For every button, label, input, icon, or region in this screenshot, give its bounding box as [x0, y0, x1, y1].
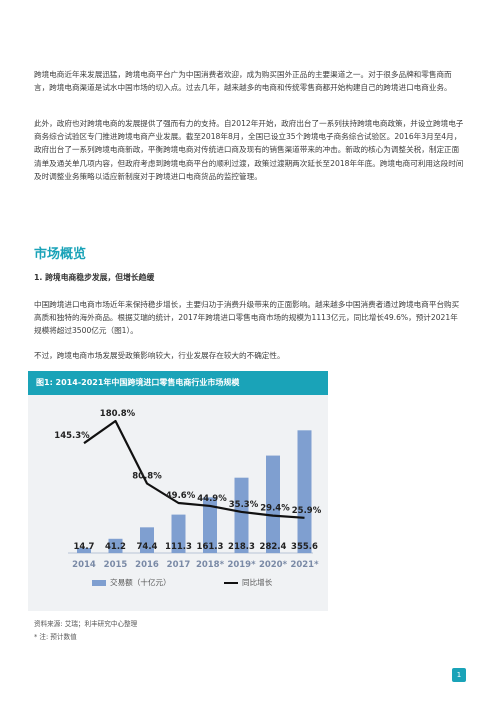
legend-bar-swatch — [92, 580, 106, 586]
policy-paragraph: 此外，政府也对跨境电商的发展提供了强而有力的支持。自2012年开始，政府出台了一… — [34, 119, 464, 181]
growth-label-2019*: 35.3% — [229, 500, 259, 510]
page-number: 1 — [452, 668, 466, 682]
bar-value-2015: 41.2 — [105, 542, 126, 552]
growth-label-2016: 80.8% — [132, 472, 162, 482]
growth-label-2018*: 44.9% — [197, 494, 227, 504]
x-tick-2014: 2014 — [72, 560, 96, 570]
bar-2014 — [77, 547, 91, 553]
x-tick-2020*: 2020* — [259, 560, 288, 570]
bar-2015 — [108, 538, 123, 553]
bar-value-2020*: 282.4 — [260, 542, 287, 552]
growth-label-2015: 180.8% — [100, 409, 136, 419]
x-tick-2015: 2015 — [104, 560, 128, 570]
chart-source: 资料来源: 艾瑞；利丰研究中心整理 — [34, 620, 138, 628]
chart-legend: 交易额（十亿元） 同比增长 — [28, 576, 328, 590]
legend-line-swatch — [224, 582, 238, 584]
bar-value-2019*: 218.3 — [228, 542, 255, 552]
x-tick-2021*: 2021* — [290, 560, 319, 570]
growth-label-2021*: 25.9% — [292, 506, 322, 516]
bar-value-2016: 74.4 — [137, 542, 158, 552]
legend-line-label: 同比增长 — [242, 578, 273, 587]
chart-title: 图1: 2014-2021年中国跨境进口零售电商行业市场规模 — [36, 378, 240, 387]
bar-2016 — [140, 527, 154, 553]
intro-paragraph: 跨境电商近年来发展迅猛，跨境电商平台广为中国消费者欢迎，成为购买国外正品的主要渠… — [34, 70, 452, 93]
x-tick-2017: 2017 — [167, 560, 191, 570]
section-title: 市场概览 — [34, 247, 87, 262]
chart-note: * 注: 预计数值 — [34, 633, 77, 641]
bar-value-2014: 14.7 — [74, 542, 95, 552]
bar-2018* — [203, 497, 217, 553]
growth-line — [83, 419, 305, 519]
market-paragraph: 中国跨境进口电商市场近年来保持稳步增长，主要归功于消费升级带来的正面影响。越来越… — [34, 300, 460, 336]
growth-label-2017: 49.6% — [166, 491, 196, 501]
growth-label-2014: 145.3% — [54, 431, 90, 441]
chart-header: 图1: 2014-2021年中国跨境进口零售电商行业市场规模 — [28, 371, 328, 395]
x-tick-2019*: 2019* — [227, 560, 256, 570]
chart-figure: 图1: 2014-2021年中国跨境进口零售电商行业市场规模 145.3% 180… — [28, 371, 328, 611]
growth-label-2020*: 29.4% — [260, 504, 290, 514]
bar-value-2021*: 355.6 — [291, 542, 318, 552]
bar-2020* — [266, 455, 280, 553]
x-tick-2018*: 2018* — [196, 560, 225, 570]
legend-bar-label: 交易额（十亿元） — [110, 578, 171, 587]
chart-plot: 145.3% 180.8% 80.8% 49.6% 44.9%35.3% 29.4% 25.… — [54, 409, 322, 570]
bar-2019* — [234, 477, 249, 553]
bar-value-2018*: 161.3 — [197, 542, 224, 552]
sub-title: 1. 跨境电商稳步发展，但增长趋缓 — [34, 273, 155, 282]
bar-2021* — [297, 430, 312, 553]
bar-value-2017: 111.3 — [165, 542, 192, 552]
bar-2017 — [171, 514, 186, 553]
x-tick-2016: 2016 — [135, 560, 159, 570]
outlook-paragraph: 不过，跨境电商市场发展受政策影响较大，行业发展存在较大的不确定性。 — [34, 351, 285, 360]
